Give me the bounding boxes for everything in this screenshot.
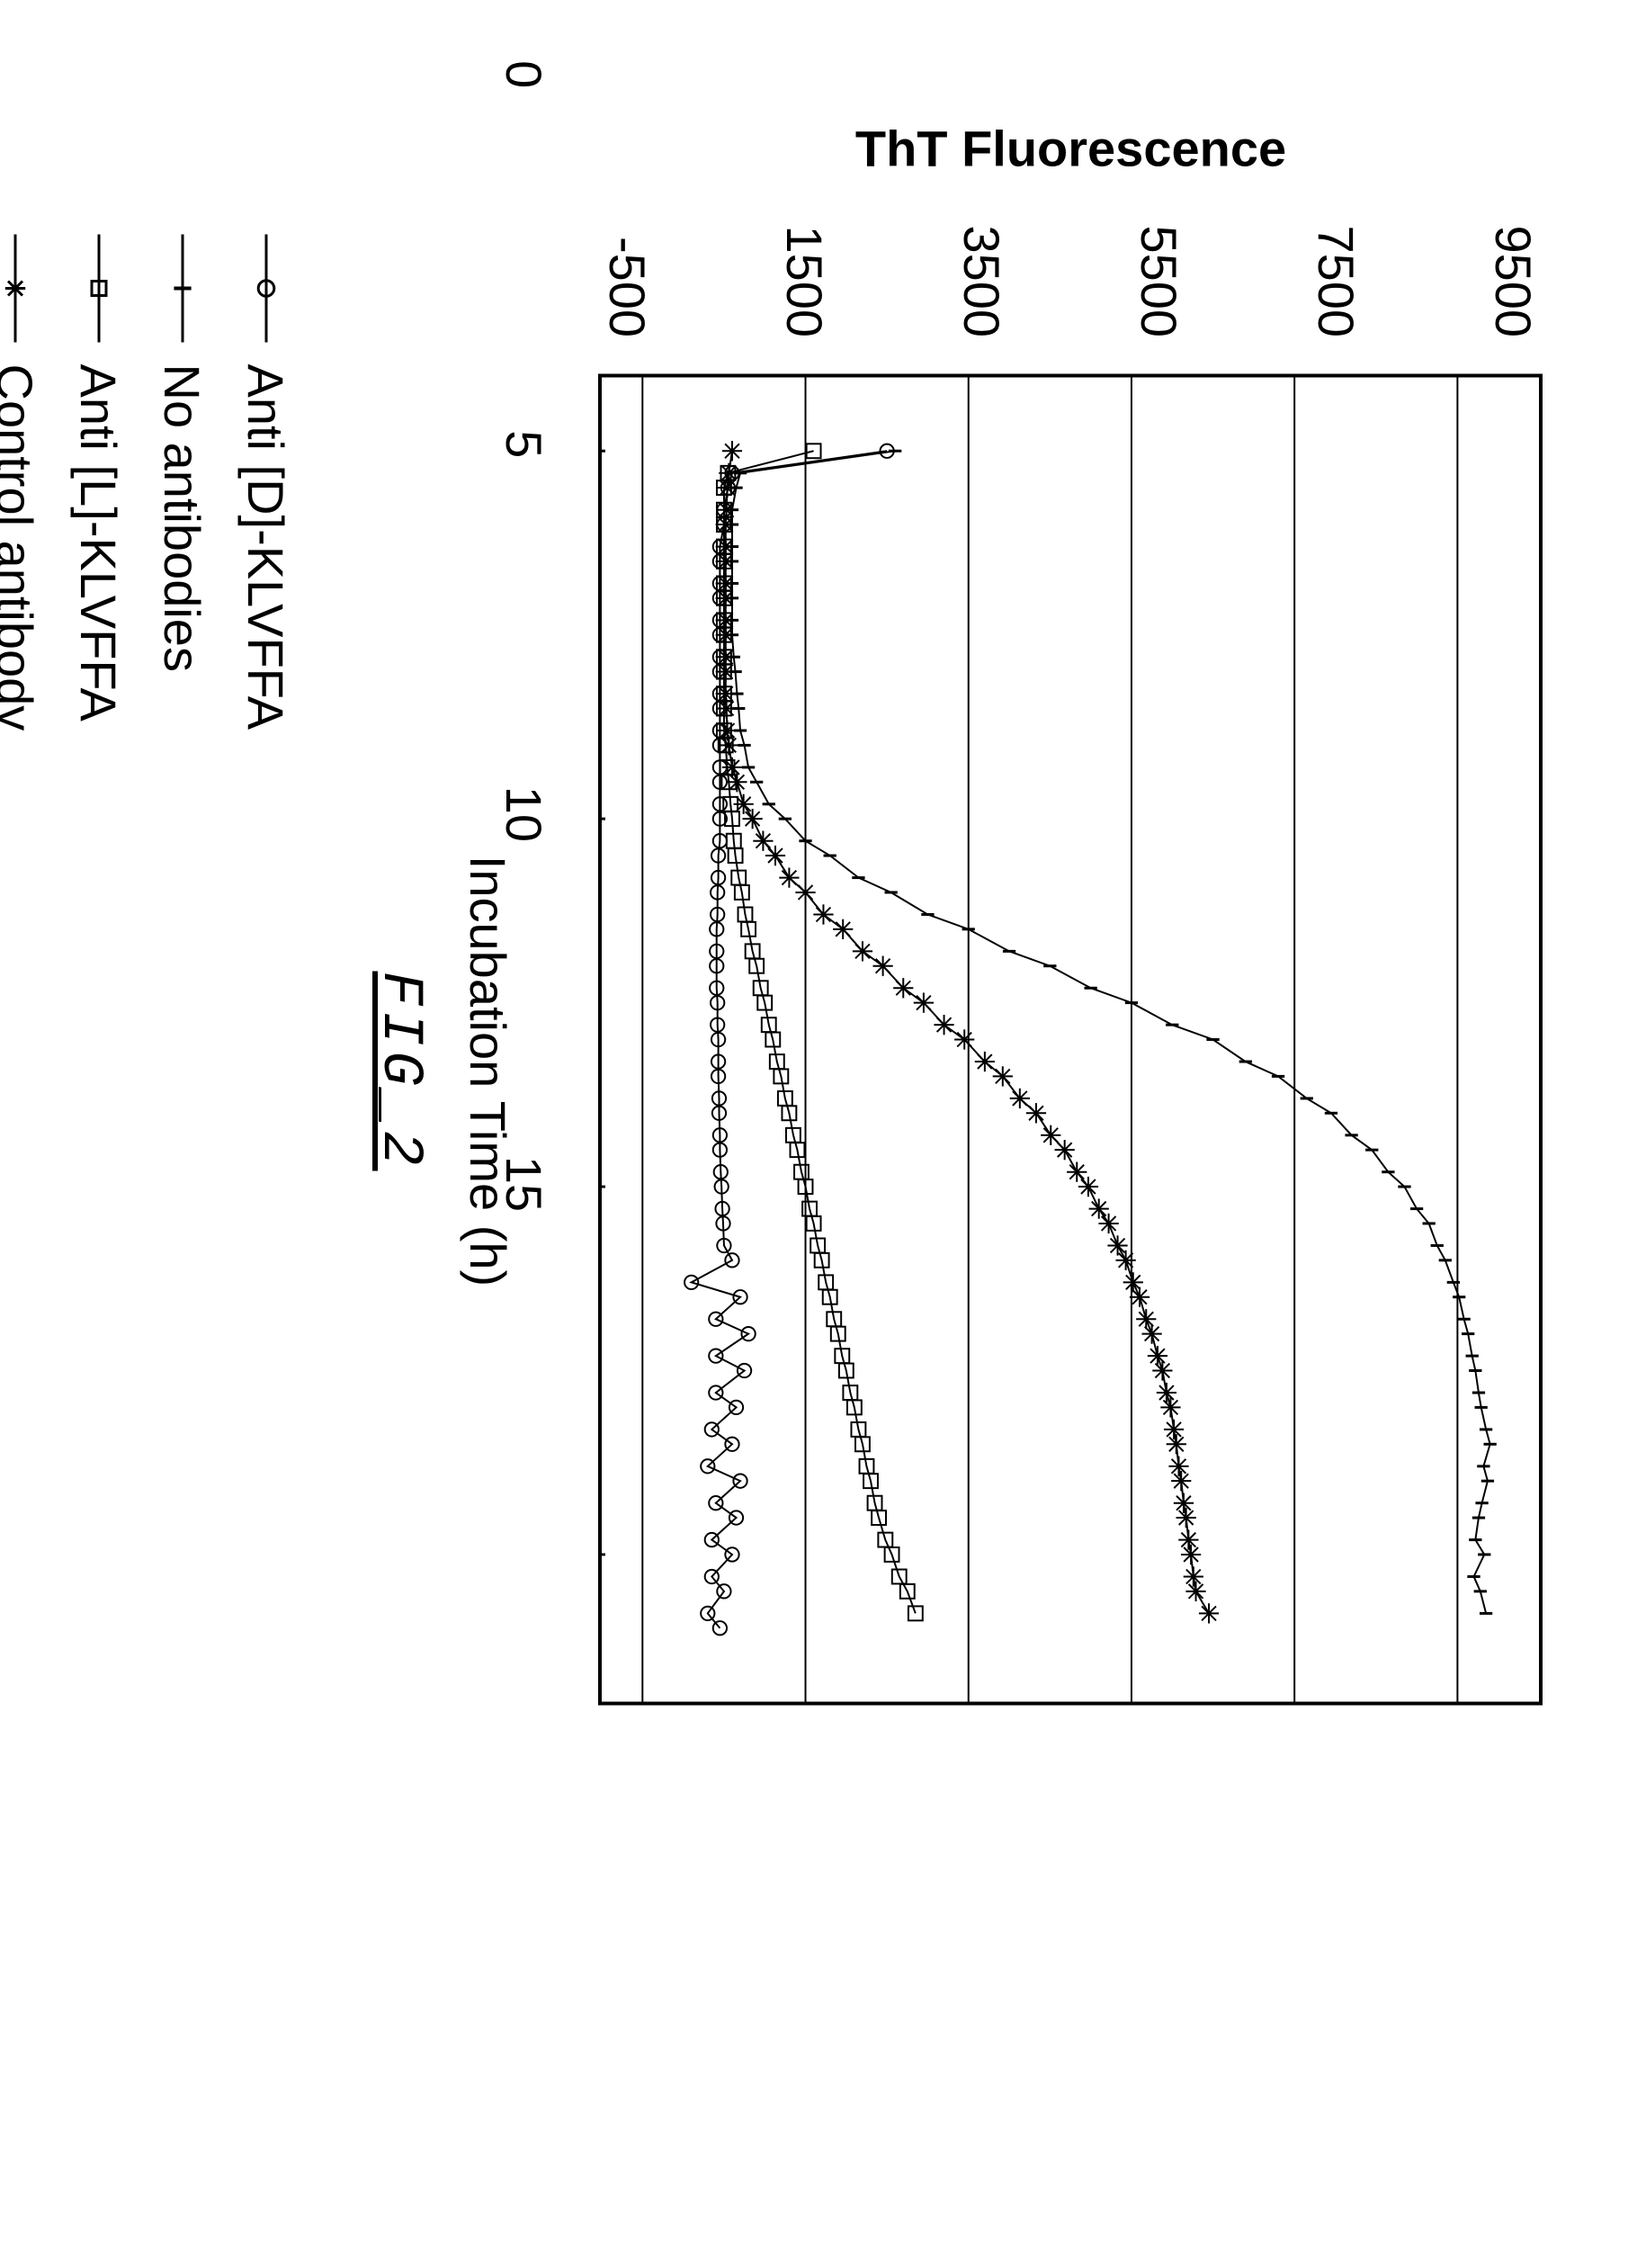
series-anti-d-klvffa bbox=[685, 444, 895, 1635]
y-tick: 7500 bbox=[1308, 225, 1366, 337]
legend-label: Anti [L]-KLVFFA bbox=[70, 363, 129, 721]
y-tick: 3500 bbox=[953, 225, 1012, 337]
plot-area bbox=[599, 373, 1543, 1705]
chart-row: ThT Fluorescence 9500 7500 5500 3500 1500 -50… bbox=[563, 0, 1637, 2268]
page: ThT Fluorescence 9500 7500 5500 3500 1500 -50… bbox=[0, 0, 1637, 2268]
rotated-figure-stage: ThT Fluorescence 9500 7500 5500 3500 1500 -50… bbox=[0, 0, 1637, 2268]
ylabel-container: ThT Fluorescence bbox=[1042, 108, 1100, 189]
y-axis-label: ThT Fluorescence bbox=[855, 120, 1286, 178]
figure-caption-text: FIG_2 bbox=[368, 971, 433, 1170]
legend-marker-circle-icon bbox=[246, 234, 286, 342]
legend: Anti [D]-KLVFFA No antibodies Anti [L]-KLV… bbox=[0, 0, 296, 2268]
legend-label: Anti [D]-KLVFFA bbox=[237, 363, 296, 730]
x-tick: 0 bbox=[496, 38, 554, 110]
chart-svg bbox=[603, 377, 1540, 1701]
legend-marker-square-icon bbox=[79, 234, 119, 342]
legend-marker-tick-icon bbox=[163, 234, 202, 342]
legend-item: Control antibody bbox=[0, 234, 45, 2268]
legend-item: Anti [D]-KLVFFA bbox=[237, 234, 296, 2268]
series-anti-l-klvffa bbox=[717, 443, 923, 1619]
y-tick: 9500 bbox=[1485, 225, 1543, 337]
series-no-antibodies bbox=[726, 450, 1497, 1612]
legend-label: No antibodies bbox=[154, 363, 212, 671]
legend-label: Control antibody bbox=[0, 363, 45, 731]
y-tick: -500 bbox=[599, 236, 657, 336]
legend-marker-asterisk-icon bbox=[0, 234, 35, 342]
legend-item: Anti [L]-KLVFFA bbox=[70, 234, 129, 2268]
legend-item: No antibodies bbox=[154, 234, 212, 2268]
y-tick: 5500 bbox=[1131, 225, 1189, 337]
x-tick: 15 bbox=[496, 1148, 554, 1220]
y-tick-labels: 9500 7500 5500 3500 1500 -500 bbox=[599, 225, 1543, 337]
x-axis-label: Incubation Time (h) bbox=[460, 0, 518, 1736]
figure-caption: FIG_2 bbox=[368, 0, 433, 1736]
y-tick: 1500 bbox=[776, 225, 835, 337]
series-control-antibody bbox=[716, 440, 1220, 1622]
x-tick: 10 bbox=[496, 777, 554, 849]
x-tick: 5 bbox=[496, 408, 554, 480]
